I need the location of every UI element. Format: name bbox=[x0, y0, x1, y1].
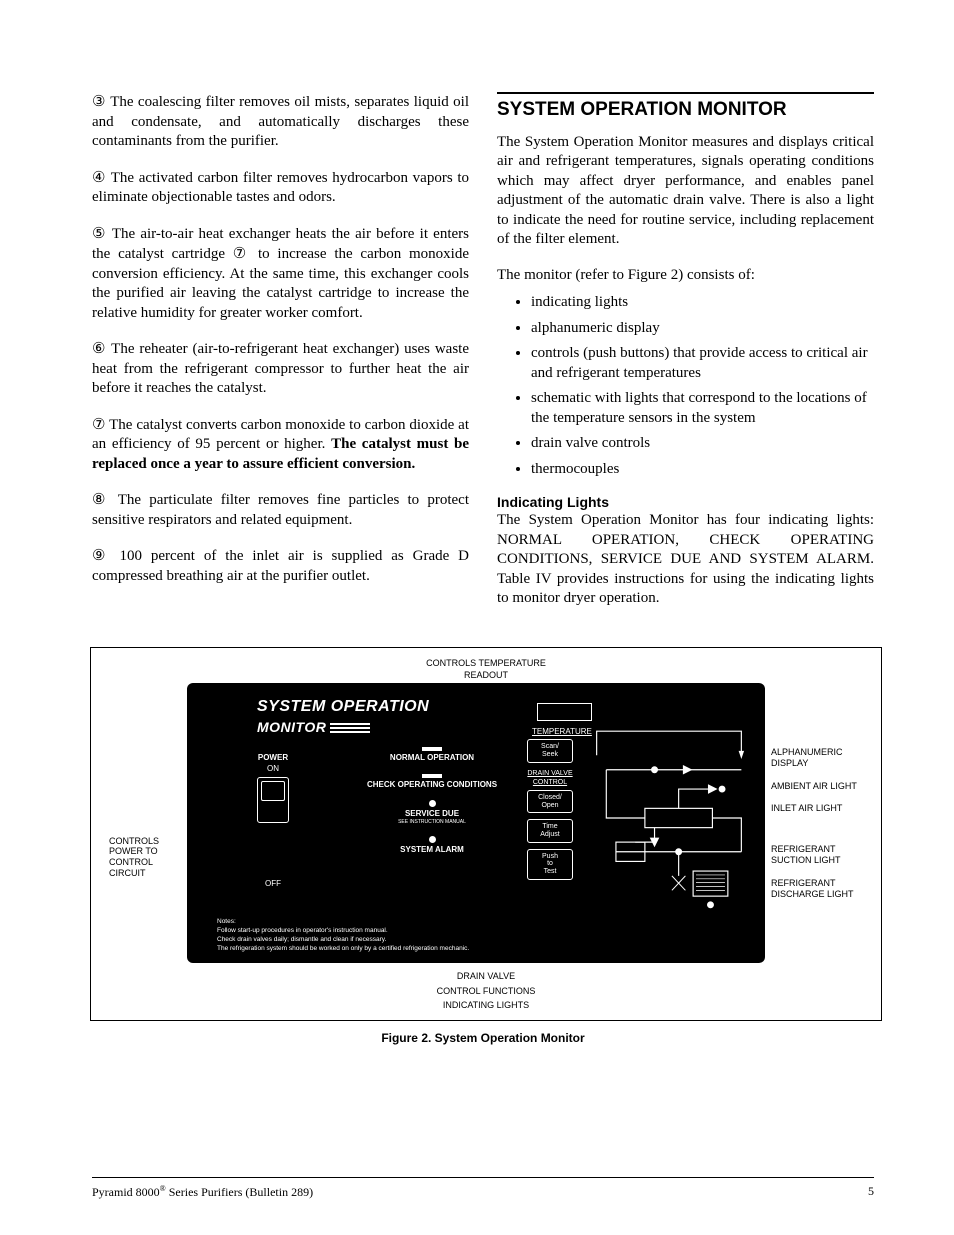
list-item: schematic with lights that correspond to… bbox=[531, 389, 874, 428]
left-callouts: CONTROLS POWER TO CONTROL CIRCUIT bbox=[109, 756, 181, 891]
temp-label: TEMPERATURE bbox=[532, 727, 592, 737]
power-button[interactable] bbox=[257, 777, 289, 823]
fig-bottom-labels: DRAIN VALVE CONTROL FUNCTIONS INDICATING… bbox=[109, 969, 863, 1012]
schematic-diagram bbox=[587, 713, 751, 923]
figure-2: CONTROLS TEMPERATURE READOUT CONTROLS PO… bbox=[90, 647, 882, 1022]
callout-power: CONTROLS POWER TO CONTROL CIRCUIT bbox=[109, 836, 181, 879]
para-5: ⑤ The air-to-air heat exchanger heats th… bbox=[92, 224, 469, 324]
button-column: Scan/ Seek DRAIN VALVE CONTROL Closed/ O… bbox=[527, 739, 573, 885]
power-group: POWER ON OFF bbox=[257, 753, 289, 889]
time-adjust-button[interactable]: Time Adjust bbox=[527, 819, 573, 842]
sub-para: The System Operation Monitor has four in… bbox=[497, 511, 874, 609]
para-9: ⑨ 100 percent of the inlet air is suppli… bbox=[92, 546, 469, 586]
para-7: ⑦ The catalyst converts carbon monoxide … bbox=[92, 415, 469, 475]
status-lights: NORMAL OPERATION CHECK OPERATING CONDITI… bbox=[347, 747, 517, 865]
callout-discharge: REFRIGERANT DISCHARGE LIGHT bbox=[771, 878, 863, 900]
list-item: alphanumeric display bbox=[531, 319, 874, 339]
right-callouts: ALPHANUMERIC DISPLAY AMBIENT AIR LIGHT I… bbox=[771, 735, 863, 911]
para-3: ③ The coalescing filter removes oil mist… bbox=[92, 92, 469, 152]
figure-caption: Figure 2. System Operation Monitor bbox=[92, 1031, 874, 1047]
callout-display: ALPHANUMERIC DISPLAY bbox=[771, 747, 863, 769]
marker-3: ③ bbox=[92, 93, 106, 110]
callout-suction: REFRIGERANT SUCTION LIGHT bbox=[771, 844, 863, 866]
list-item: controls (push buttons) that provide acc… bbox=[531, 344, 874, 383]
monitor-panel: SYSTEM OPERATION MONITOR TEMPERATURE POW… bbox=[187, 683, 765, 963]
para-8: ⑧ The particulate filter removes fine pa… bbox=[92, 490, 469, 530]
section-title: SYSTEM OPERATION MONITOR bbox=[497, 98, 874, 123]
callout-inlet: INLET AIR LIGHT bbox=[771, 803, 863, 814]
readout-box bbox=[537, 703, 592, 721]
panel-notes: Notes: Follow start-up procedures in ope… bbox=[217, 917, 517, 953]
panel-title: SYSTEM OPERATION MONITOR bbox=[257, 697, 429, 739]
fig-top-label: CONTROLS TEMPERATURE READOUT bbox=[109, 658, 863, 681]
list-item: drain valve controls bbox=[531, 434, 874, 454]
section-rule bbox=[497, 92, 874, 94]
push-test-button[interactable]: Push to Test bbox=[527, 849, 573, 880]
callout-ambient: AMBIENT AIR LIGHT bbox=[771, 781, 863, 792]
feature-list: indicating lights alphanumeric display c… bbox=[531, 293, 874, 479]
consists-text: The monitor (refer to Figure 2) consists… bbox=[497, 266, 874, 286]
right-column: SYSTEM OPERATION MONITOR The System Oper… bbox=[497, 92, 874, 625]
list-item: thermocouples bbox=[531, 460, 874, 480]
left-column: ③ The coalescing filter removes oil mist… bbox=[92, 92, 469, 625]
subsection-title: Indicating Lights bbox=[497, 493, 874, 511]
list-item: indicating lights bbox=[531, 293, 874, 313]
para-4: ④ The activated carbon filter removes hy… bbox=[92, 168, 469, 208]
para-6: ⑥ The reheater (air-to-refrigerant heat … bbox=[92, 339, 469, 399]
closed-open-button[interactable]: Closed/ Open bbox=[527, 790, 573, 813]
scan-button[interactable]: Scan/ Seek bbox=[527, 739, 573, 762]
page-number: 5 bbox=[868, 1184, 874, 1201]
footer-left: Pyramid 8000® Series Purifiers (Bulletin… bbox=[92, 1184, 313, 1201]
intro-text: The System Operation Monitor measures an… bbox=[497, 133, 874, 250]
page-footer: Pyramid 8000® Series Purifiers (Bulletin… bbox=[92, 1177, 874, 1201]
